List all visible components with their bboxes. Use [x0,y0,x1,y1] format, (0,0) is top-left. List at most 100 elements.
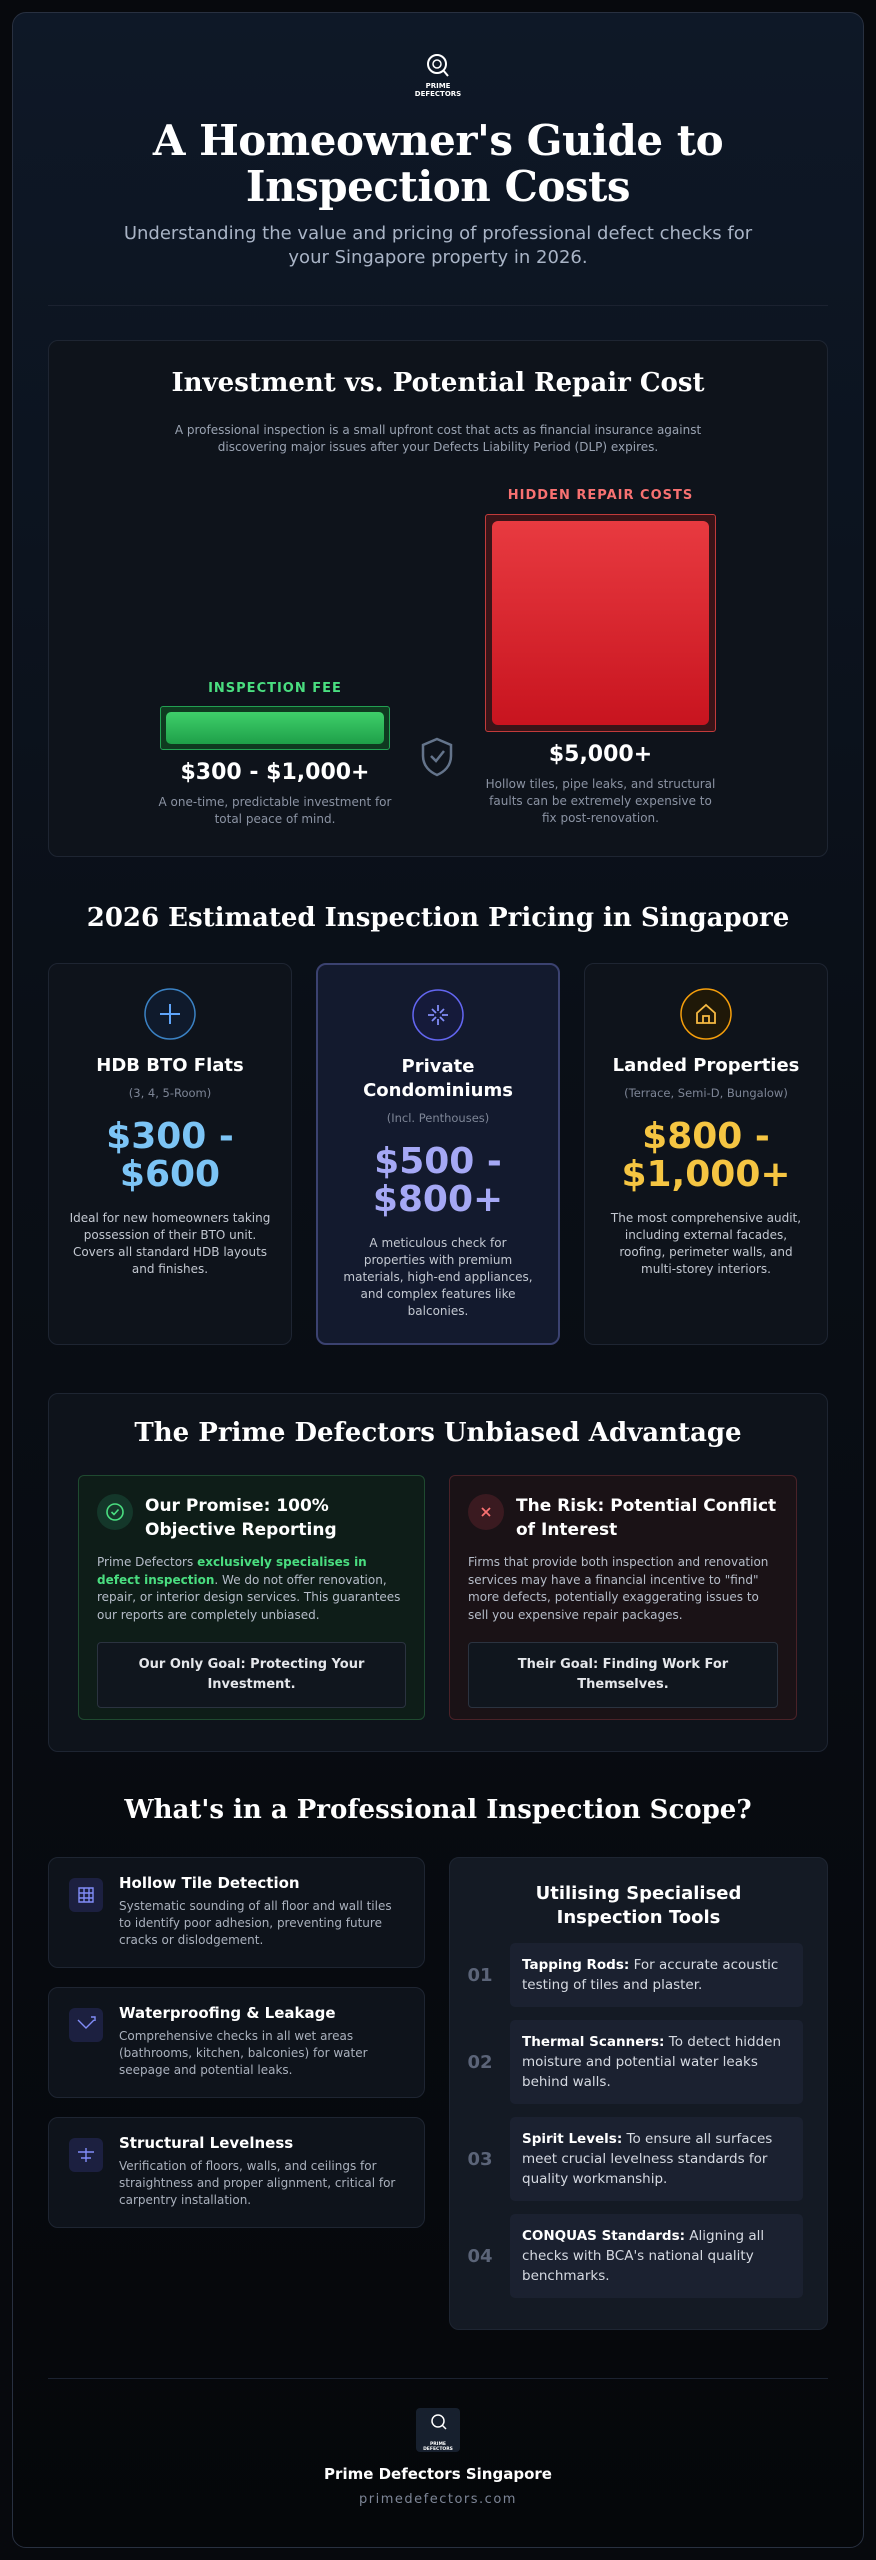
shape: The Risk: Potential Conflict of Interest [468,1494,778,1542]
footer-logo: PRIME DEFECTORS [416,2408,460,2452]
shape: Our Promise: 100% Objective Reporting [97,1494,406,1542]
note: Hollow tiles, pipe leaks, and structural… [485,777,716,825]
tool-name: Thermal Scanners: [522,2034,665,2050]
heading: Our Promise: 100% Objective Reporting [145,1496,337,1540]
shape [430,750,445,763]
highlight: exclusively specialises in defect inspec… [97,1555,367,1587]
shape [427,54,447,74]
goal: Our Only Goal: Protecting Your Investmen… [97,1642,406,1708]
subtitle: Understanding the value and pricing of p… [123,223,753,268]
tool-number: 01 [467,1964,493,1986]
shape [481,1507,491,1517]
price-card: Landed Properties (Terrace, Semi-D, Bung… [584,963,828,1345]
logo-icon [431,2414,447,2430]
logo-line: PRIME [430,2442,446,2447]
section-title: What's in a Professional Inspection Scop… [124,1795,752,1825]
check-icon [97,1494,133,1530]
item-glyph [78,2148,94,2162]
tool-description: Aligning all checks with BCA's national … [522,2228,765,2284]
tool-item: 03 Spirit Levels: To ensure all surfaces … [462,2117,803,2201]
logo-line: DEFECTORS [414,90,462,98]
item-glyph [78,1887,94,1903]
tools-list: 01 Tapping Rods: For accurate acoustic te… [462,1943,803,2298]
tool-description: To ensure all surfaces meet crucial leve… [522,2131,773,2187]
section-title: The Prime Defectors Unbiased Advantage [134,1418,742,1448]
section-title: Investment vs. Potential Repair Cost [171,368,705,398]
card-description: A meticulous check for properties with p… [343,1236,533,1318]
section-title: 2026 Estimated Inspection Pricing in Sin… [86,903,790,933]
item-description: Verification of floors, walls, and ceili… [119,2159,396,2207]
shape [432,59,442,69]
price-card: HDB BTO Flats (3, 4, 5-Room) $300 - $600… [48,963,292,1345]
tool-number: 02 [467,2051,493,2073]
tool-number: 04 [467,2245,493,2267]
shape [431,2414,445,2428]
promise-card: Our Promise: 100% Objective Reporting Pr… [78,1475,425,1720]
item-icon [69,2138,103,2172]
price: $300 - $1,000+ [180,760,370,785]
shape [696,1003,716,1024]
item-icon [69,2008,103,2042]
shape [160,1004,180,1024]
card-title: Landed Properties [612,1055,800,1076]
item-title: Structural Levelness [119,2134,294,2152]
scope-item: Structural Levelness Verification of floo… [48,2117,425,2228]
tool-box: Spirit Levels: To ensure all surfaces me… [510,2117,803,2201]
fee-bar [166,712,384,744]
divider [48,2378,828,2379]
repair-bar [492,521,709,725]
tool-number: 03 [467,2148,493,2170]
x-icon [468,1494,504,1530]
shape [428,1005,448,1025]
note: A one-time, predictable investment for t… [158,795,392,826]
card-icon [144,988,196,1040]
card-icon [412,989,464,1041]
item-icon [69,1878,103,1912]
shape [78,2148,94,2162]
card-price: $500 - $800+ [372,1141,504,1220]
price: $5,000+ [548,742,653,767]
risk-card: The Risk: Potential Conflict of Interest… [449,1475,797,1720]
logo-text: PRIME DEFECTORS [416,2442,460,2452]
body: Prime Defectors exclusively specialises … [97,1554,406,1624]
bar-label: HIDDEN REPAIR COSTS [507,488,694,503]
item-glyph [77,2016,96,2029]
scope-item: Hollow Tile Detection Systematic sounding… [48,1857,425,1968]
item-title: Hollow Tile Detection [119,1874,300,1892]
logo-text: PRIME DEFECTORS [398,82,478,98]
tool-name: Tapping Rods: [522,1957,630,1973]
card-description: The most comprehensive audit, including … [610,1211,802,1276]
footer-name: Prime Defectors Singapore [324,2465,552,2483]
tool-item: 04 CONQUAS Standards: Aligning all checks… [462,2214,803,2298]
item-title: Waterproofing & Leakage [119,2004,336,2022]
tool-box: Tapping Rods: For accurate acoustic test… [510,1943,803,2007]
price-card: Private Condominiums (Incl. Penthouses) … [316,963,560,1345]
body: Firms that provide both inspection and r… [468,1555,769,1622]
card-icon [680,988,732,1040]
tool-description: For accurate acoustic testing of tiles a… [522,1957,779,1993]
card-price: $800 - $1,000+ [621,1116,791,1195]
heading: The Risk: Potential Conflict of Interest [516,1496,777,1540]
description: A professional inspection is a small upf… [174,423,702,454]
shape [421,737,453,777]
text: . We do not offer renovation, repair, or… [97,1572,401,1622]
card-subtitle: (3, 4, 5-Room) [128,1086,212,1100]
scope-item: Waterproofing & Leakage Comprehensive che… [48,1987,425,2098]
shape [412,989,464,1041]
logo-icon [427,54,449,77]
tool-name: Spirit Levels: [522,2131,623,2147]
divider [48,305,828,306]
shield-icon [421,737,453,777]
card-title: HDB BTO Flats [96,1055,244,1076]
shape [680,988,732,1040]
tool-description: To detect hidden moisture and potential … [522,2034,782,2090]
card-price: $300 - $600 [106,1116,234,1195]
shape [442,69,449,77]
card-title: Private Condominiums [363,1056,513,1101]
shape [110,1508,120,1516]
footer-url: primedefectors.com [359,2492,517,2507]
tool-item: 01 Tapping Rods: For accurate acoustic te… [462,1943,803,2007]
logo-line: PRIME [425,82,451,90]
card-subtitle: (Terrace, Semi-D, Bungalow) [624,1086,788,1100]
